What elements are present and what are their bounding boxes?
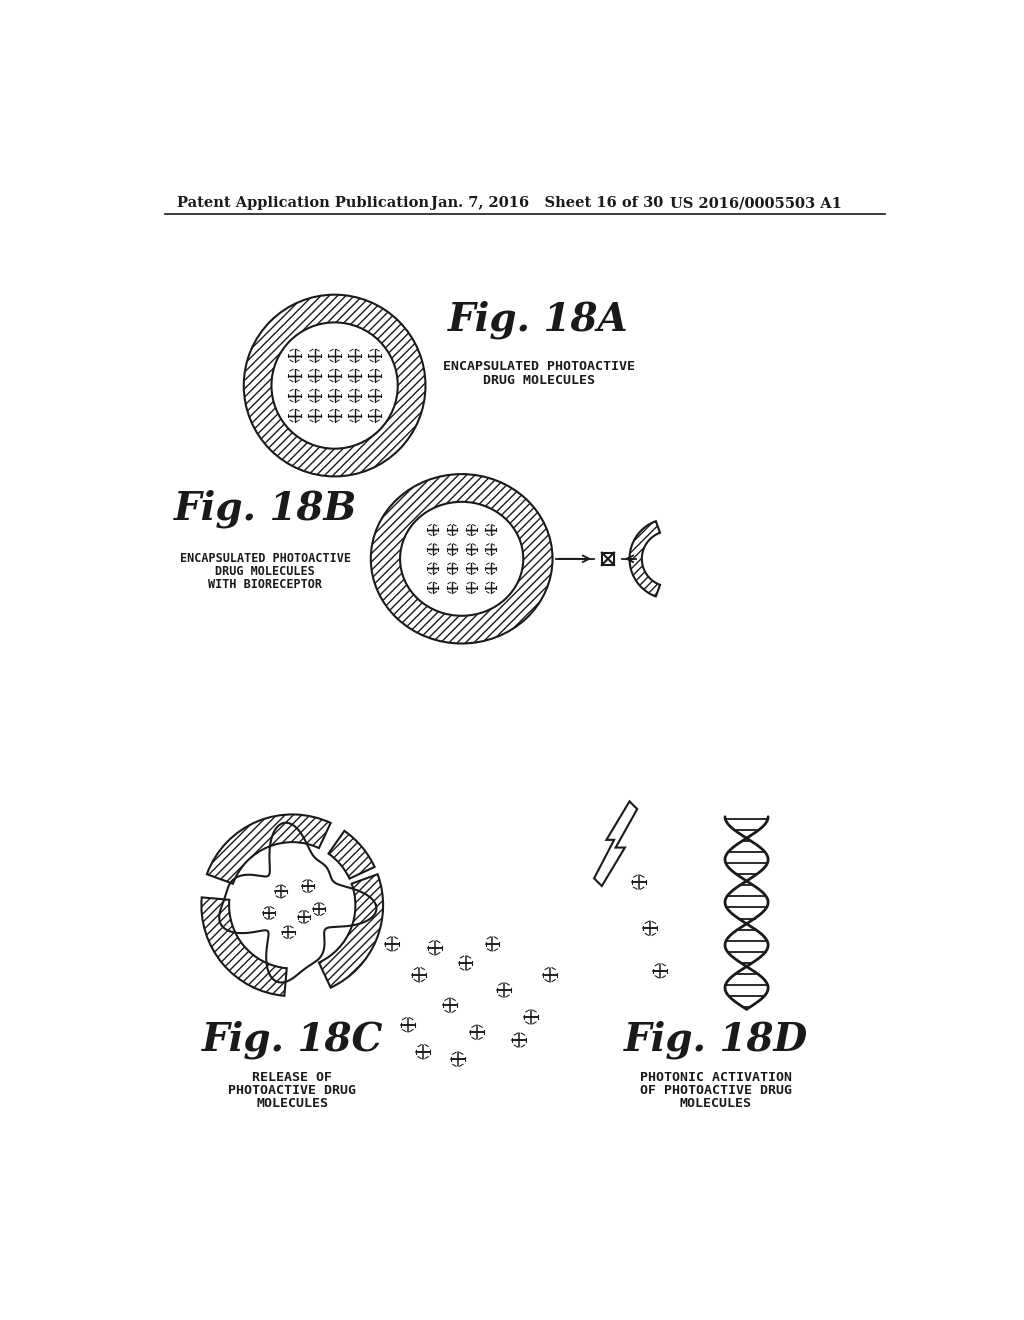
Circle shape <box>230 843 354 966</box>
Text: DRUG MOLECULES: DRUG MOLECULES <box>482 374 595 387</box>
Text: DRUG MOLECULES: DRUG MOLECULES <box>215 565 315 578</box>
Text: Fig. 18D: Fig. 18D <box>624 1020 808 1059</box>
Wedge shape <box>202 898 287 995</box>
Text: Patent Application Publication: Patent Application Publication <box>177 197 429 210</box>
Circle shape <box>271 322 397 449</box>
Text: OF PHOTOACTIVE DRUG: OF PHOTOACTIVE DRUG <box>640 1084 792 1097</box>
Text: RELEASE OF: RELEASE OF <box>252 1072 332 1084</box>
Wedge shape <box>207 814 331 883</box>
Text: WITH BIORECEPTOR: WITH BIORECEPTOR <box>208 578 323 591</box>
Text: Fig. 18B: Fig. 18B <box>174 490 357 528</box>
Text: MOLECULES: MOLECULES <box>256 1097 329 1110</box>
Text: ENCAPSULATED PHOTOACTIVE: ENCAPSULATED PHOTOACTIVE <box>180 552 351 565</box>
Polygon shape <box>630 521 660 597</box>
Ellipse shape <box>371 474 553 644</box>
Text: US 2016/0005503 A1: US 2016/0005503 A1 <box>670 197 842 210</box>
Wedge shape <box>318 874 383 987</box>
Text: ENCAPSULATED PHOTOACTIVE: ENCAPSULATED PHOTOACTIVE <box>442 360 635 372</box>
Text: MOLECULES: MOLECULES <box>680 1097 752 1110</box>
Wedge shape <box>329 830 375 879</box>
Circle shape <box>244 294 425 477</box>
Text: Fig. 18C: Fig. 18C <box>202 1020 383 1059</box>
Bar <box>602 553 614 565</box>
Polygon shape <box>594 801 637 886</box>
Ellipse shape <box>400 502 523 615</box>
Text: Fig. 18A: Fig. 18A <box>449 301 629 339</box>
Text: Jan. 7, 2016   Sheet 16 of 30: Jan. 7, 2016 Sheet 16 of 30 <box>431 197 664 210</box>
Text: PHOTONIC ACTIVATION: PHOTONIC ACTIVATION <box>640 1072 792 1084</box>
Text: PHOTOACTIVE DRUG: PHOTOACTIVE DRUG <box>228 1084 356 1097</box>
